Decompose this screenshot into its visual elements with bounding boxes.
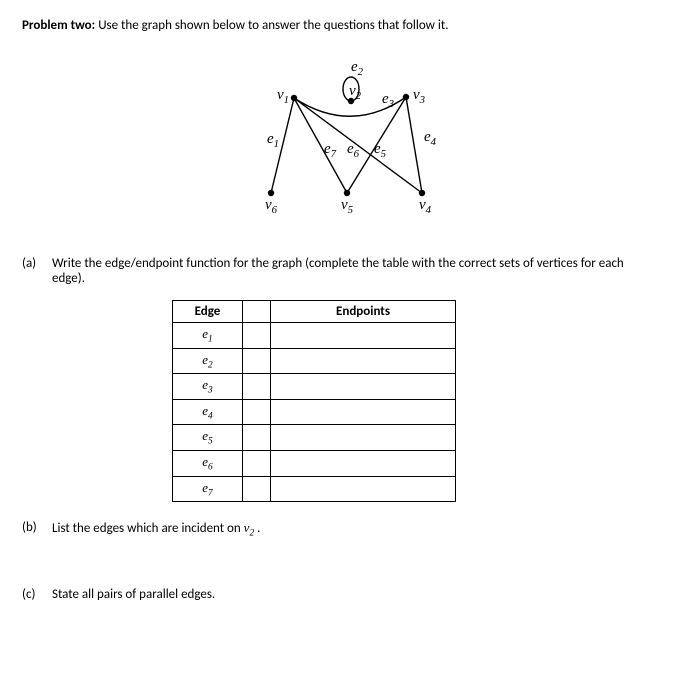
graph-figure: v1v2e2v3v4v5v6e1e3e4e5e6e7 xyxy=(209,53,469,228)
title-bold: Problem two: xyxy=(22,18,95,33)
question-b: (b) List the edges which are incident on… xyxy=(22,520,655,539)
cell-gap xyxy=(243,374,271,400)
qc-text: State all pairs of parallel edges. xyxy=(52,587,655,602)
cell-endpoints xyxy=(271,323,456,349)
qc-letter: (c) xyxy=(22,587,52,602)
cell-endpoints xyxy=(271,399,456,425)
table-header-row: Edge Endpoints xyxy=(173,301,456,323)
qb-suffix: . xyxy=(254,521,260,536)
graph-node xyxy=(267,190,273,196)
qb-text: List the edges which are incident on v2 … xyxy=(52,520,655,539)
table-row: e1 xyxy=(173,323,456,349)
graph-node xyxy=(290,95,296,101)
qa-text: Write the edge/endpoint function for the… xyxy=(52,256,655,286)
cell-edge: e1 xyxy=(173,323,243,349)
cell-endpoints xyxy=(271,450,456,476)
cell-gap xyxy=(243,425,271,451)
cell-edge: e3 xyxy=(173,374,243,400)
graph-label: e3 xyxy=(382,91,395,110)
edge-endpoint-table: Edge Endpoints e1e2e3e4e5e6e7 xyxy=(172,300,456,502)
graph-label: e1 xyxy=(267,131,279,150)
graph-label: v3 xyxy=(413,87,426,106)
cell-edge: e4 xyxy=(173,399,243,425)
question-a: (a) Write the edge/endpoint function for… xyxy=(22,256,655,286)
graph-edge xyxy=(294,98,422,193)
question-c: (c) State all pairs of parallel edges. xyxy=(22,587,655,602)
table-row: e6 xyxy=(173,450,456,476)
table-row: e7 xyxy=(173,476,456,502)
graph-label: v4 xyxy=(419,197,432,216)
table-row: e2 xyxy=(173,348,456,374)
graph-label: v6 xyxy=(265,197,278,216)
cell-gap xyxy=(243,348,271,374)
cell-edge: e7 xyxy=(173,476,243,502)
cell-gap xyxy=(243,476,271,502)
graph-label: e7 xyxy=(324,141,337,160)
graph-svg: v1v2e2v3v4v5v6e1e3e4e5e6e7 xyxy=(209,53,469,228)
cell-edge: e2 xyxy=(173,348,243,374)
qa-letter: (a) xyxy=(22,256,52,286)
graph-node xyxy=(418,190,424,196)
table-row: e4 xyxy=(173,399,456,425)
cell-endpoints xyxy=(271,476,456,502)
qb-prefix: List the edges which are incident on xyxy=(52,521,244,536)
title-rest: Use the graph shown below to answer the … xyxy=(95,18,448,33)
cell-gap xyxy=(243,450,271,476)
table-row: e3 xyxy=(173,374,456,400)
th-edge: Edge xyxy=(173,301,243,323)
cell-edge: e6 xyxy=(173,450,243,476)
graph-node xyxy=(402,94,408,100)
cell-endpoints xyxy=(271,348,456,374)
graph-label: e4 xyxy=(424,129,437,148)
graph-label: e6 xyxy=(347,141,360,160)
th-endpoints: Endpoints xyxy=(271,301,456,323)
th-gap xyxy=(243,301,271,323)
graph-label: v5 xyxy=(341,197,354,216)
problem-title: Problem two: Use the graph shown below t… xyxy=(22,18,655,33)
graph-edge xyxy=(294,98,347,193)
graph-edge xyxy=(406,97,422,193)
cell-endpoints xyxy=(271,374,456,400)
cell-edge: e5 xyxy=(173,425,243,451)
graph-label: e5 xyxy=(374,141,387,160)
qb-letter: (b) xyxy=(22,520,52,539)
graph-node xyxy=(343,190,349,196)
cell-gap xyxy=(243,399,271,425)
table-row: e5 xyxy=(173,425,456,451)
graph-label: v1 xyxy=(277,87,289,106)
cell-gap xyxy=(243,323,271,349)
graph-label: e2 xyxy=(351,59,364,78)
cell-endpoints xyxy=(271,425,456,451)
